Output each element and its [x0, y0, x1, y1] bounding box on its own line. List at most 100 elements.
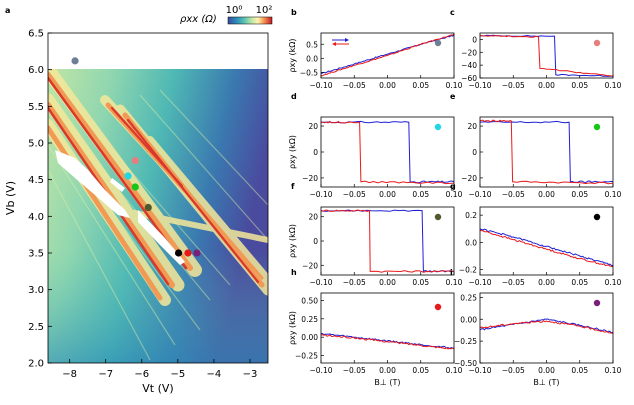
- panel-label-h: h: [291, 268, 297, 277]
- xtick-label: 0.10: [605, 278, 622, 287]
- xtick-label: −0.05: [343, 190, 366, 199]
- colorbar: ρxx (Ω) 10⁰ 10²: [180, 5, 272, 25]
- ytick-label: 20: [308, 213, 318, 222]
- panel-c-marker: [593, 39, 601, 47]
- xtick-label: 0.00: [538, 81, 555, 90]
- series-sweep-down: [321, 209, 454, 273]
- marker-panel-g: [174, 249, 183, 257]
- ytick-label: −40: [461, 61, 477, 70]
- panel-h-ylabel: ρxy (kΩ): [288, 311, 297, 345]
- panel-a-xtick-label: −3: [243, 369, 258, 380]
- xtick-label: 0.00: [538, 278, 555, 287]
- ytick-label: −20: [302, 174, 318, 183]
- panel-b-marker: [434, 39, 442, 47]
- panel-h-xlabel: B⊥ (T): [374, 378, 400, 387]
- ytick-label: 0: [313, 148, 318, 157]
- marker-panel-c: [131, 157, 139, 165]
- xtick-label: 0.00: [538, 190, 555, 199]
- panel-a-ytick-label: 6.0: [28, 65, 44, 76]
- panel-i-plot: [480, 318, 613, 334]
- ytick-label: 20: [467, 122, 477, 131]
- series-sweep-up: [480, 228, 613, 266]
- xtick-label: 0.10: [605, 366, 622, 375]
- xtick-label: 0.05: [571, 366, 588, 375]
- panel-label-d: d: [291, 92, 297, 101]
- xtick-label: 0.00: [379, 278, 396, 287]
- panel-a-markers: [71, 57, 201, 257]
- xtick-label: 0.10: [446, 366, 463, 375]
- panel-g-plot: [480, 228, 613, 268]
- series-sweep-up: [321, 34, 454, 75]
- xtick-label: −0.10: [310, 278, 333, 287]
- colorbar-tick-label: 10²: [256, 5, 273, 16]
- series-sweep-down: [321, 120, 454, 185]
- panel-a-ytick-label: 3.0: [28, 285, 44, 296]
- panel-label-e: e: [450, 92, 456, 101]
- ytick-label: −0.2: [459, 266, 477, 275]
- panel-a-ytick-label: 2.0: [28, 359, 44, 370]
- panel-a: a ρxx (Ω) 10⁰ 10²: [4, 5, 272, 395]
- panel-b: b −0.10 −0.05 0.00 0.05 0.10 −0.5 0.0 0.5 ρxy (kΩ…: [288, 8, 463, 90]
- ytick-label: −20: [302, 261, 318, 270]
- xtick-label: 0.00: [538, 366, 555, 375]
- heatmap-white-region: [138, 210, 185, 265]
- panel-e-marker: [593, 123, 601, 131]
- panel-b-ylabel: ρxy (kΩ): [288, 38, 297, 72]
- panel-a-xtick-label: −7: [98, 369, 113, 380]
- ytick-label: 0: [472, 148, 477, 157]
- panel-label-c: c: [450, 8, 455, 17]
- series-sweep-up: [480, 318, 613, 334]
- ytick-label: −20: [461, 174, 477, 183]
- xtick-label: 0.05: [571, 190, 588, 199]
- panel-g-frame: [479, 206, 614, 276]
- ytick-label: 0.2: [465, 211, 477, 220]
- marker-panel-e: [131, 183, 139, 191]
- ytick-label: −0.5: [300, 68, 318, 77]
- panel-d-ylabel: ρxy (kΩ): [288, 135, 297, 169]
- series-sweep-up: [480, 34, 613, 77]
- panel-label-g: g: [450, 182, 456, 191]
- xtick-label: −0.10: [310, 81, 333, 90]
- ytick-label: 0.5: [306, 40, 318, 49]
- panel-f-frame: [320, 206, 455, 276]
- panel-c-plot: [480, 34, 613, 77]
- panel-label-f: f: [291, 182, 295, 191]
- series-sweep-down: [321, 334, 454, 350]
- xtick-label: 0.00: [379, 81, 396, 90]
- xtick-label: 0.05: [412, 366, 429, 375]
- xtick-label: −0.05: [343, 278, 366, 287]
- ytick-label: 0: [313, 237, 318, 246]
- xtick-label: −0.05: [343, 81, 366, 90]
- xtick-label: 0.00: [379, 190, 396, 199]
- xtick-label: 0.00: [379, 366, 396, 375]
- panel-d-frame: [320, 116, 455, 188]
- panel-f-marker: [434, 213, 442, 221]
- colorbar-gradient: [227, 16, 273, 25]
- panel-e-frame: [479, 116, 614, 188]
- xtick-label: 0.10: [605, 81, 622, 90]
- ytick-label: 0.0: [465, 238, 477, 247]
- ytick-label: 0.50: [301, 296, 318, 305]
- heatmap-white-region: [110, 178, 125, 192]
- marker-panel-i: [193, 249, 201, 257]
- panel-g-marker: [593, 213, 601, 221]
- series-sweep-down: [321, 33, 454, 77]
- panel-a-xtick-label: −4: [207, 369, 222, 380]
- panel-d: d −0.10 −0.05 0.00 0.05 0.10 −20 0 20 ρxy (kΩ): [288, 92, 463, 199]
- panel-a-ytick-label: 3.5: [28, 249, 44, 260]
- panel-label-a: a: [5, 6, 10, 15]
- series-sweep-down: [480, 320, 613, 334]
- heatmap-image: [48, 33, 268, 363]
- panel-b-sweep-arrows: [332, 38, 349, 46]
- xtick-label: −0.10: [310, 366, 333, 375]
- xtick-label: −0.10: [469, 366, 492, 375]
- xtick-label: −0.05: [502, 278, 525, 287]
- ytick-label: 0.00: [301, 333, 318, 342]
- xtick-label: 0.10: [446, 190, 463, 199]
- marker-panel-d: [124, 172, 132, 180]
- ytick-label: −20: [461, 48, 477, 57]
- panel-c: c −0.10 −0.05 0.00 0.05 0.10 −60 −40 −20 0: [450, 8, 622, 90]
- panel-i-marker: [593, 299, 601, 307]
- xtick-label: 0.10: [446, 278, 463, 287]
- colorbar-tick-label: 10⁰: [226, 5, 243, 16]
